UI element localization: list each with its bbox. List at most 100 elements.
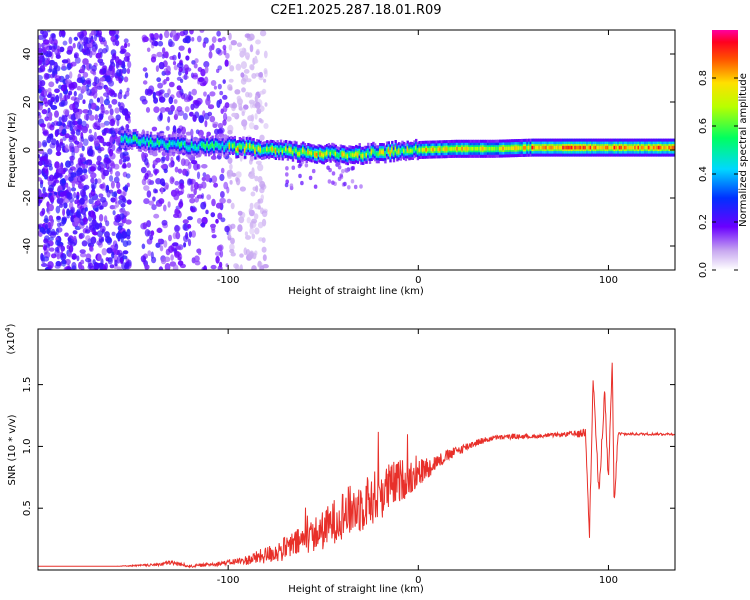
top-y-axis-label: Frequency (Hz): [7, 112, 18, 188]
speckle-mark: [96, 230, 103, 238]
ridge-mark: [423, 148, 426, 152]
ridge-mark: [449, 147, 452, 151]
speckle-mark: [125, 173, 131, 179]
speckle-mark: [219, 173, 225, 182]
speckle-mark: [337, 176, 342, 181]
speckle-mark: [79, 189, 86, 198]
speckle-mark: [99, 96, 104, 105]
ridge-mark: [661, 145, 664, 150]
ridge-mark: [673, 145, 675, 150]
speckle-mark: [187, 216, 193, 221]
speckle-mark: [238, 103, 243, 109]
speckle-mark: [238, 216, 245, 224]
speckle-mark: [249, 64, 255, 70]
speckle-mark: [59, 141, 63, 146]
speckle-mark: [121, 60, 125, 68]
speckle-mark: [304, 163, 309, 168]
speckle-mark: [165, 76, 170, 82]
speckle-mark: [210, 223, 216, 229]
speckle-mark: [61, 128, 67, 135]
speckle-mark: [176, 106, 183, 112]
speckle-mark: [217, 83, 222, 90]
speckle-mark: [106, 189, 111, 198]
speckle-mark: [100, 225, 106, 233]
ridge-mark: [550, 145, 553, 150]
speckle-mark: [69, 71, 73, 79]
ridge-mark: [180, 142, 183, 146]
ridge-mark: [625, 145, 628, 150]
ridge-mark: [459, 147, 462, 151]
speckle-mark: [262, 210, 268, 218]
speckle-mark: [87, 147, 93, 156]
speckle-mark: [250, 114, 255, 122]
ridge-mark: [560, 145, 563, 150]
speckle-mark: [48, 265, 53, 270]
speckle-mark: [225, 52, 230, 59]
ridge-mark: [622, 145, 625, 150]
speckle-mark: [222, 119, 227, 126]
speckle-mark: [229, 163, 233, 170]
speckle-mark: [140, 255, 147, 263]
speckle-mark: [122, 162, 127, 169]
speckle-mark: [215, 218, 219, 224]
speckle-mark: [47, 210, 51, 215]
ridge-mark: [666, 145, 669, 150]
ridge-mark: [170, 141, 173, 146]
speckle-mark: [153, 97, 159, 104]
speckle-mark: [119, 257, 124, 265]
speckle-mark: [67, 252, 73, 258]
y-tick-label: 20: [22, 96, 33, 109]
speckle-mark: [211, 175, 218, 184]
ridge-mark: [492, 147, 495, 151]
speckle-mark: [183, 159, 190, 167]
ridge-mark: [654, 145, 657, 150]
speckle-mark: [71, 253, 77, 260]
speckle-mark: [161, 54, 165, 59]
speckle-mark: [169, 176, 175, 185]
speckle-mark: [91, 47, 97, 56]
ridge-mark: [656, 145, 659, 150]
ridge-mark: [671, 145, 675, 150]
speckle-mark: [241, 108, 246, 114]
ridge-mark: [416, 149, 420, 153]
speckle-mark: [249, 101, 254, 109]
speckle-mark: [184, 35, 191, 44]
ridge-mark: [216, 142, 219, 147]
ridge-mark: [351, 153, 355, 157]
speckle-mark: [90, 236, 97, 244]
speckle-mark: [92, 231, 98, 236]
speckle-mark: [42, 165, 49, 174]
speckle-mark: [49, 231, 57, 238]
speckle-mark: [139, 95, 147, 102]
speckle-mark: [63, 84, 68, 92]
speckle-mark: [96, 160, 101, 166]
speckle-mark: [153, 188, 157, 194]
ridge-mark: [192, 145, 195, 150]
speckle-mark: [38, 59, 43, 66]
speckle-mark: [339, 173, 344, 178]
speckle-mark: [43, 72, 50, 80]
ridge-mark: [379, 150, 382, 154]
speckle-mark: [41, 155, 48, 161]
ridge-mark: [519, 146, 522, 150]
speckle-mark: [74, 140, 80, 145]
speckle-mark: [51, 71, 56, 78]
speckle-mark: [80, 259, 85, 265]
speckle-mark: [124, 51, 130, 57]
ridge-mark: [586, 145, 589, 150]
speckle-mark: [63, 202, 68, 209]
ridge-mark: [288, 147, 291, 152]
speckle-mark: [177, 52, 181, 60]
ridge-mark: [594, 145, 598, 150]
speckle-mark: [68, 90, 73, 96]
speckle-mark: [163, 240, 168, 248]
speckle-mark: [79, 65, 85, 74]
speckle-mark: [89, 136, 94, 142]
ridge-mark: [514, 146, 517, 150]
ridge-mark: [451, 147, 454, 151]
speckle-mark: [82, 58, 89, 65]
ridge-mark: [529, 145, 533, 150]
ridge-mark: [161, 140, 165, 144]
speckle-mark: [233, 263, 239, 269]
speckle-mark: [67, 237, 72, 242]
